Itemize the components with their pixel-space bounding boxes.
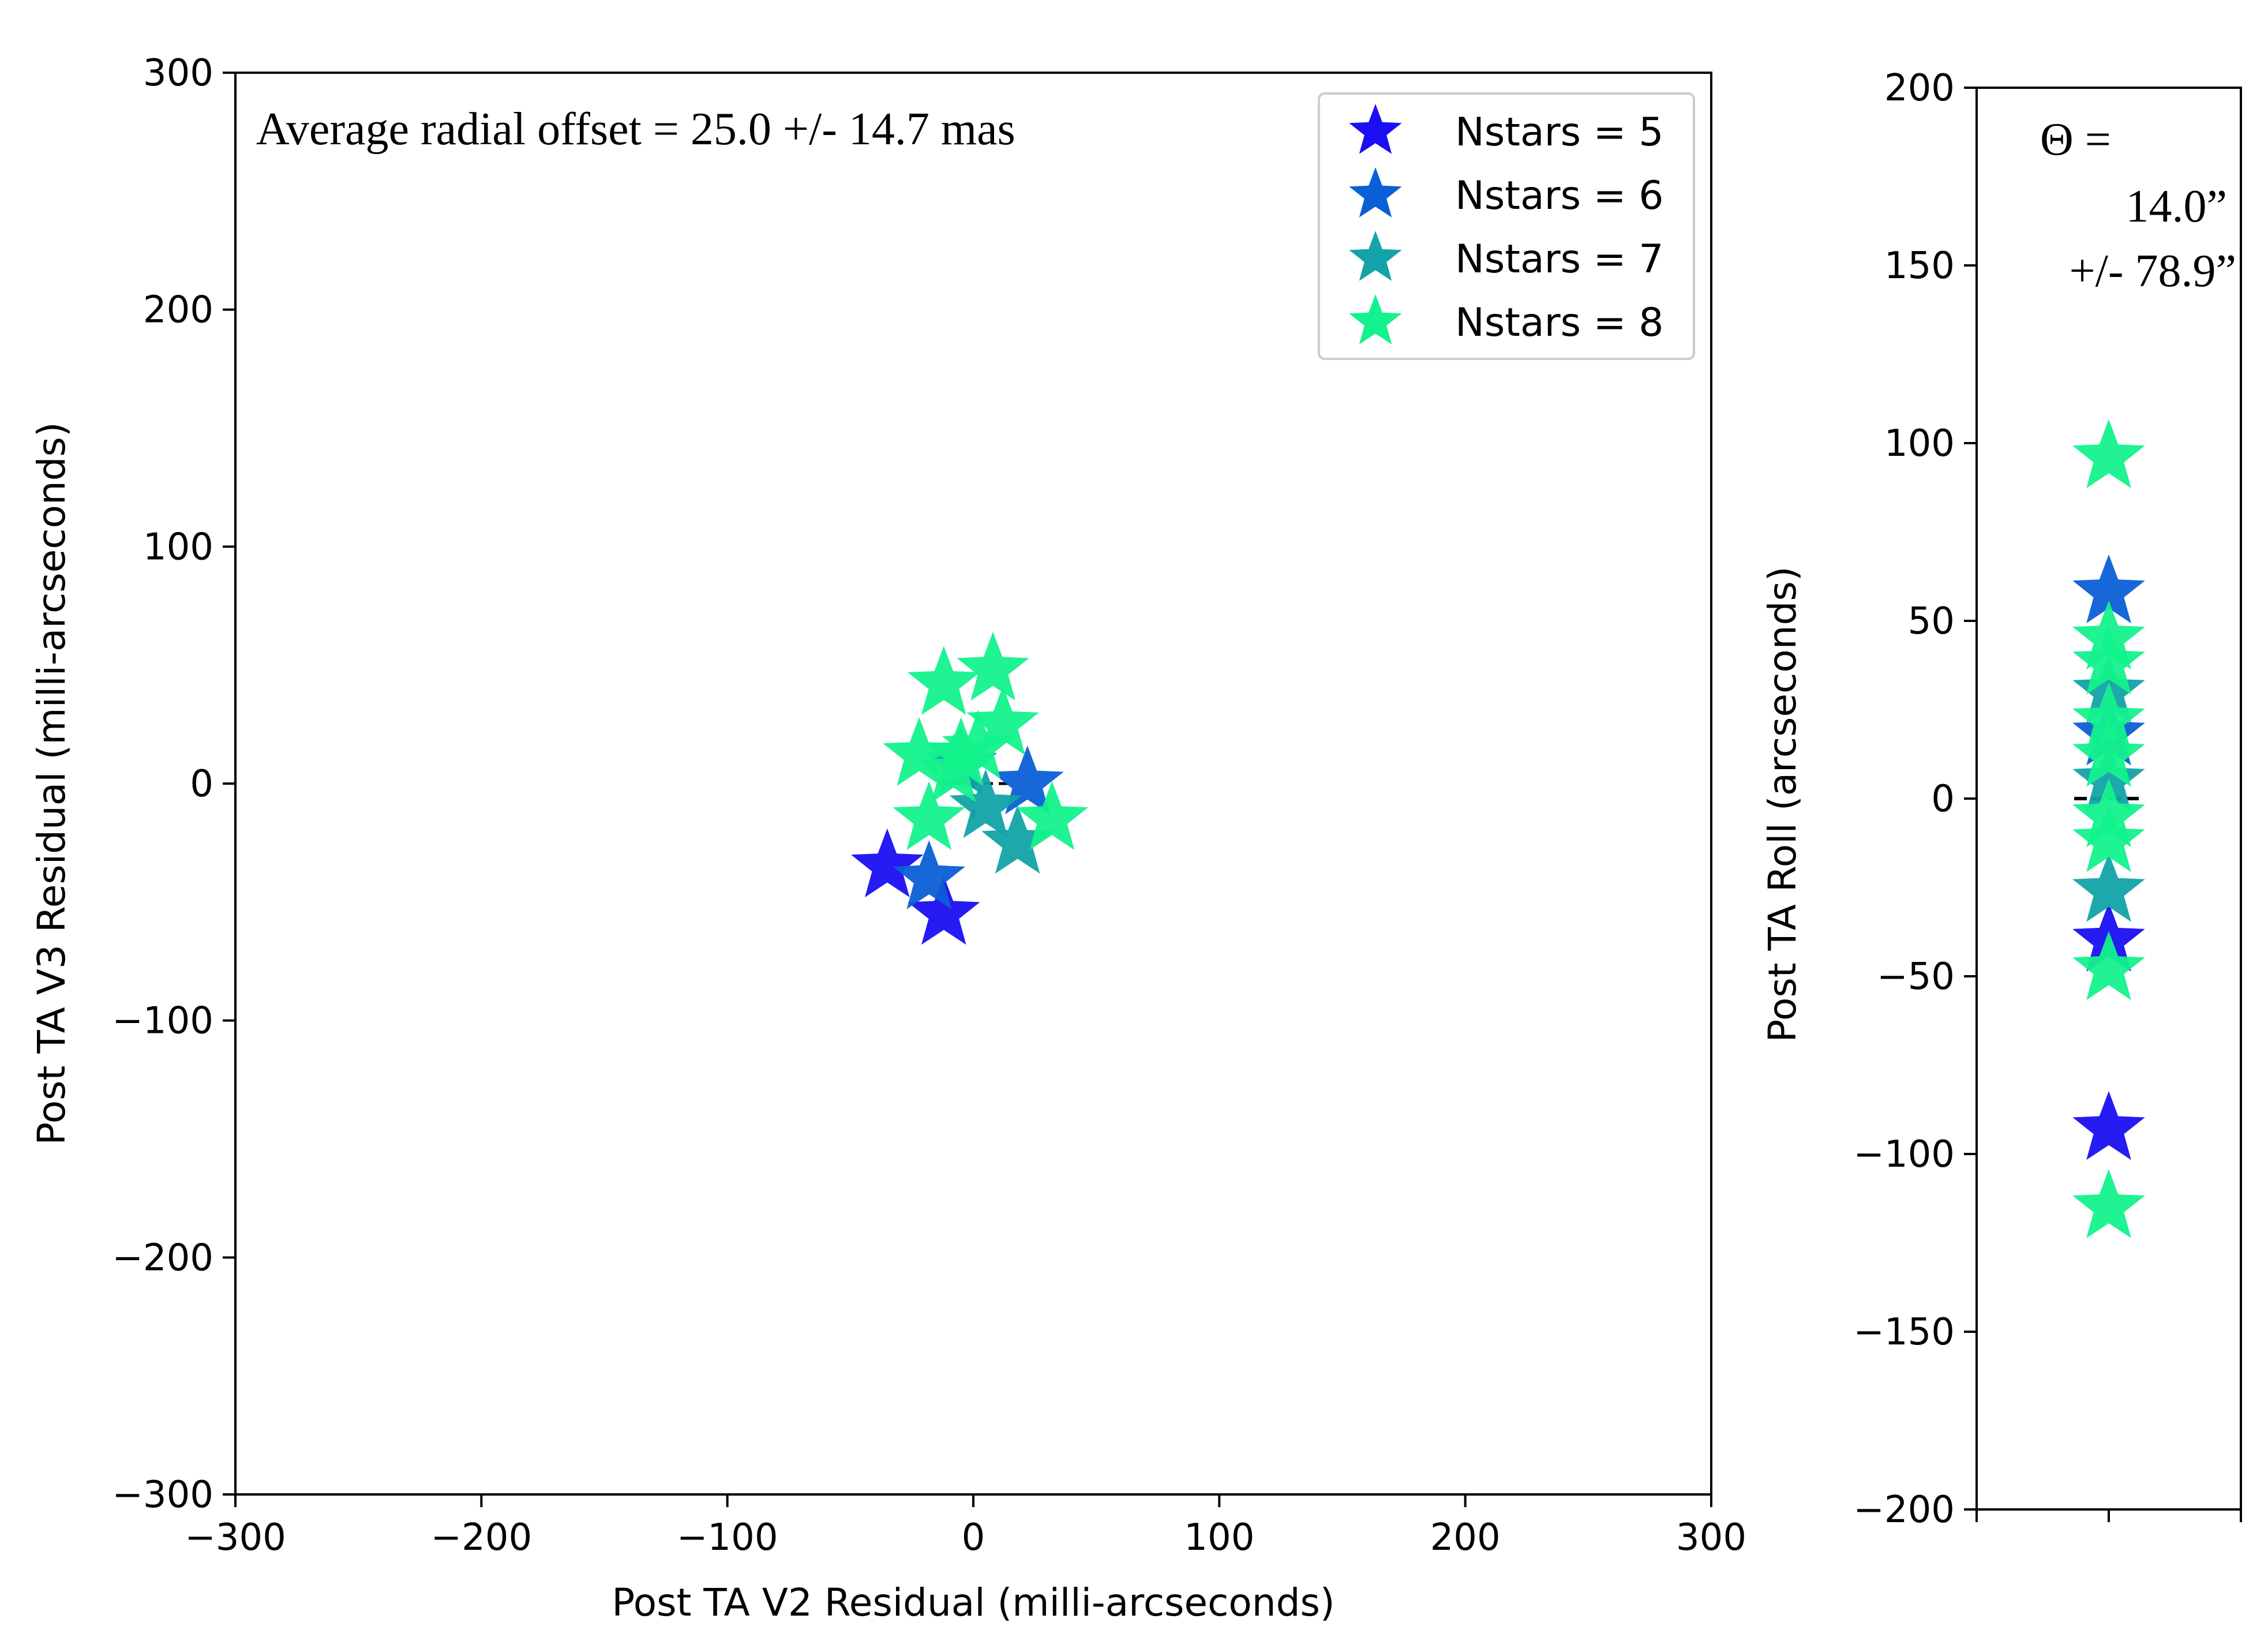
roll-annotation-mean: 14.0” — [2125, 181, 2227, 232]
data-point-star — [883, 717, 955, 786]
roll-data-point-star — [2072, 718, 2145, 787]
data-point-star — [966, 686, 1039, 755]
data-point-star — [908, 646, 980, 715]
y-tick-label: −200 — [112, 1237, 213, 1279]
roll-y-tick-label: 100 — [1884, 422, 1955, 465]
data-point-star — [981, 804, 1054, 874]
roll-y-tick-label: −50 — [1877, 956, 1955, 998]
legend-star-icon — [1349, 294, 1402, 344]
data-point-star — [908, 875, 980, 945]
data-point-star — [957, 631, 1029, 701]
roll-data-point-star — [2072, 1091, 2145, 1160]
legend-label: Nstars = 7 — [1455, 237, 1663, 282]
main-scatter-panel: −300 −200 −100 0 100 200 300 300 200 100 0 −100 −20… — [29, 52, 1746, 1625]
data-point-star — [893, 840, 965, 909]
legend: Nstars = 5 Nstars = 6 Nstars = 7 Nstars = 8 — [1318, 92, 1695, 360]
roll-data-point-star — [2072, 931, 2145, 1001]
radial-offset-annotation: Average radial offset = 25.0 +/- 14.7 ma… — [256, 104, 1015, 155]
x-tick-label: 0 — [962, 1516, 985, 1559]
roll-data-points — [2072, 419, 2145, 1238]
roll-y-tick-label: −100 — [1853, 1133, 1955, 1176]
roll-data-point-star — [2072, 682, 2145, 751]
data-point-star — [949, 769, 1022, 838]
legend-label: Nstars = 8 — [1455, 300, 1663, 346]
roll-y-tick-label: 200 — [1884, 67, 1955, 110]
y-tick-label: −100 — [112, 1000, 213, 1043]
roll-data-point-star — [2072, 743, 2145, 812]
roll-data-point-star — [2072, 803, 2145, 872]
data-point-star — [851, 828, 924, 898]
y-tick-label: 0 — [190, 763, 213, 805]
legend-box — [1318, 92, 1695, 360]
y-tick-label: 100 — [143, 526, 213, 568]
roll-data-point-star — [2072, 419, 2145, 488]
x-tick-label: −300 — [185, 1516, 286, 1559]
main-x-axis: −300 −200 −100 0 100 200 300 — [185, 1494, 1746, 1559]
roll-data-point-star — [2072, 1169, 2145, 1238]
data-point-star — [924, 717, 998, 786]
roll-data-point-star — [2072, 554, 2145, 624]
y-tick-label: 300 — [143, 52, 213, 95]
legend-star-icon — [1349, 104, 1402, 154]
roll-y-tick-label: −150 — [1853, 1311, 1955, 1354]
main-y-axis-label: Post TA V3 Residual (milli-arcseconds) — [29, 422, 74, 1145]
legend-star-icon — [1349, 167, 1402, 218]
x-tick-label: −200 — [430, 1516, 532, 1559]
roll-annotation-theta: Θ = — [2040, 114, 2111, 165]
legend-star-icon — [1349, 231, 1402, 281]
x-tick-label: 200 — [1430, 1516, 1501, 1559]
roll-y-tick-label: 150 — [1884, 245, 1955, 287]
roll-y-tick-label: 0 — [1931, 778, 1955, 820]
roll-data-point-star — [2072, 625, 2145, 695]
roll-scatter-panel: 200 150 100 50 0 −50 −100 −150 −200 Post TA Roll… — [1760, 67, 2242, 1531]
y-tick-label: 200 — [143, 289, 213, 332]
data-point-star — [991, 745, 1064, 815]
x-tick-label: 300 — [1676, 1516, 1746, 1559]
main-data-points — [851, 631, 1089, 945]
roll-y-axis-label: Post TA Roll (arcseconds) — [1760, 567, 1805, 1043]
roll-y-tick-label: −200 — [1853, 1489, 1955, 1531]
roll-annotation-std: +/- 78.9” — [2070, 246, 2237, 297]
y-tick-label: −300 — [112, 1474, 213, 1516]
x-tick-label: −100 — [677, 1516, 778, 1559]
roll-data-point-star — [2072, 853, 2145, 922]
x-tick-label: 100 — [1184, 1516, 1254, 1559]
roll-y-axis: 200 150 100 50 0 −50 −100 −150 −200 — [1853, 67, 1977, 1531]
legend-label: Nstars = 6 — [1455, 173, 1663, 219]
roll-x-axis — [1975, 1509, 2242, 1522]
data-point-star — [1015, 781, 1089, 850]
main-y-axis: 300 200 100 0 −100 −200 −300 — [112, 52, 235, 1516]
legend-label: Nstars = 5 — [1455, 110, 1663, 155]
main-x-axis-label: Post TA V2 Residual (milli-arcseconds) — [612, 1580, 1334, 1625]
roll-y-tick-label: 50 — [1908, 600, 1955, 643]
data-point-star — [893, 781, 965, 850]
